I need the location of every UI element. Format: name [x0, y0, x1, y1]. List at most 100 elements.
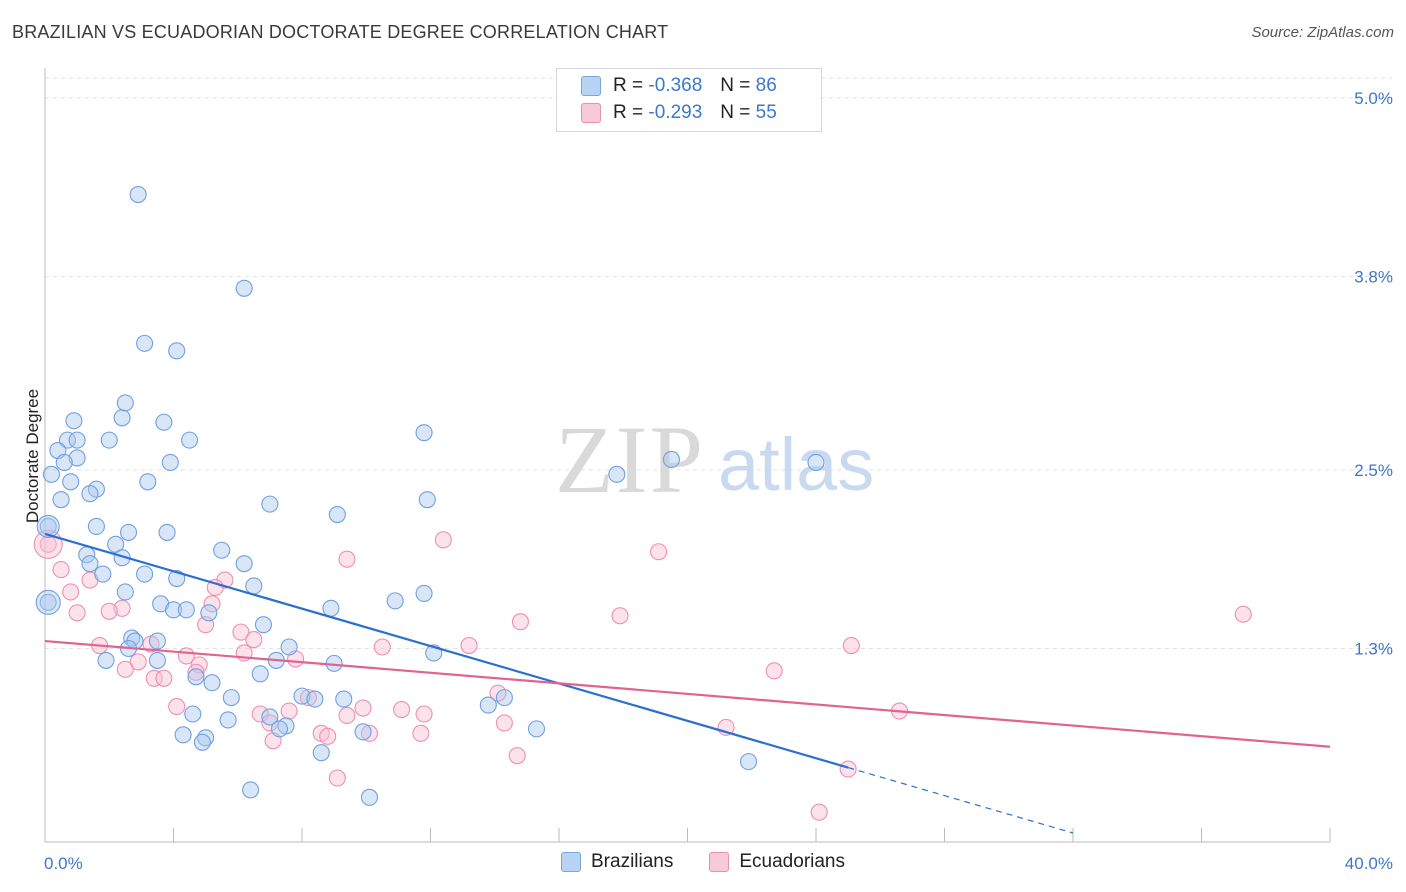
- brazilians-point: [360, 788, 379, 806]
- ecuadorians-point: [338, 706, 356, 725]
- brazilians-point: [739, 753, 758, 771]
- brazilians-point: [164, 601, 183, 619]
- brazilians-point: [81, 485, 99, 503]
- brazilians-points: [35, 185, 825, 806]
- r-label: R =: [613, 75, 644, 96]
- brazilians-point-large: [36, 514, 60, 538]
- brazilians-point: [174, 726, 192, 744]
- x-tick-label: 40.0%: [1345, 854, 1393, 873]
- brazilians-point: [139, 473, 157, 491]
- ecuadorians-points: [33, 529, 1252, 821]
- brazilians-point: [123, 629, 141, 647]
- source-label: Source: ZipAtlas.com: [1251, 24, 1394, 41]
- brazilians-point: [161, 453, 179, 471]
- legend-row-ecuadorians: R = -0.293 N = 55: [581, 101, 777, 125]
- ecuadorians-legend-swatch: [709, 852, 730, 872]
- ecuadorians-point: [338, 550, 356, 568]
- chart-title: BRAZILIAN VS ECUADORIAN DOCTORATE DEGREE…: [12, 22, 669, 42]
- brazilians-point: [187, 668, 205, 686]
- brazilians-point: [415, 424, 433, 442]
- brazilians-legend-label: Brazilians: [591, 851, 674, 872]
- brazilians-point: [113, 409, 131, 427]
- ecuadorians-point: [460, 636, 478, 655]
- brazilians-point: [55, 453, 73, 471]
- ecuadorians-point: [328, 769, 346, 787]
- ecuadorians-point: [299, 689, 317, 707]
- brazilians-point: [155, 413, 173, 431]
- brazilians-point: [158, 523, 176, 541]
- ecuadorians-point: [261, 714, 279, 732]
- brazilians-point: [280, 638, 298, 656]
- brazilians-point: [148, 651, 166, 669]
- brazilians-point: [184, 705, 202, 723]
- brazilians-point: [293, 687, 311, 705]
- brazilians-point: [177, 601, 195, 619]
- ecuadorians-point: [508, 747, 526, 765]
- brazilians-point: [235, 279, 253, 297]
- brazilians-n-value: 86: [755, 75, 777, 96]
- legend-row-brazilians: R = -0.368 N = 86: [581, 74, 777, 98]
- brazilians-point: [65, 412, 83, 430]
- ecuadorians-point: [245, 631, 263, 649]
- ecuadorians-point: [354, 699, 372, 717]
- brazilians-point: [129, 185, 147, 204]
- ecuadorians-swatch: [581, 103, 601, 123]
- ecuadorians-point: [611, 607, 629, 625]
- brazilians-point: [100, 431, 118, 449]
- ecuadorians-n-value: 55: [755, 102, 777, 123]
- brazilians-point: [495, 689, 513, 707]
- legend-item-brazilians[interactable]: Brazilians: [561, 851, 673, 873]
- ecuadorians-point: [412, 724, 430, 742]
- brazilians-trend-extension: [847, 767, 1074, 834]
- brazilians-point: [81, 555, 99, 573]
- brazilians-point: [328, 505, 346, 524]
- ecuadorians-point: [650, 543, 668, 561]
- brazilians-point: [242, 781, 260, 799]
- watermark-atlas: atlas: [718, 423, 874, 506]
- ecuadorians-point: [203, 595, 221, 613]
- brazilians-point: [97, 651, 115, 669]
- brazilians-point: [200, 604, 218, 622]
- ecuadorians-point: [810, 803, 828, 821]
- brazilians-point: [62, 473, 80, 491]
- ecuadorians-point: [842, 636, 860, 655]
- y-tick-label: 3.8%: [1354, 267, 1393, 286]
- brazilians-point: [251, 665, 269, 683]
- brazilians-point: [418, 491, 436, 509]
- ecuadorians-point: [765, 662, 783, 680]
- brazilians-point: [116, 394, 134, 412]
- brazilians-point: [68, 449, 86, 467]
- tick-labels: 1.3% 2.5% 3.8% 5.0% 0.0% 40.0%: [44, 89, 1393, 873]
- y-tick-label: 1.3%: [1354, 640, 1393, 659]
- r-label: R =: [613, 102, 644, 123]
- brazilians-point: [527, 720, 546, 738]
- ecuadorians-point: [511, 613, 530, 631]
- brazilians-point: [136, 334, 154, 352]
- trend-lines: [44, 532, 1331, 834]
- brazilians-point: [335, 690, 353, 708]
- ecuadorians-point: [62, 583, 80, 601]
- brazilians-point: [322, 599, 340, 617]
- y-tick-label: 2.5%: [1354, 461, 1393, 480]
- series-legend: Brazilians Ecuadorians: [0, 851, 1406, 873]
- axes: [44, 68, 1331, 843]
- ecuadorians-point: [280, 702, 298, 720]
- brazilians-swatch: [581, 76, 601, 96]
- ecuadorians-point: [100, 602, 118, 620]
- brazilians-point: [203, 674, 221, 692]
- brazilians-point: [213, 541, 231, 559]
- brazilians-point: [193, 733, 211, 751]
- ecuadorians-point: [434, 531, 452, 549]
- ecuadorians-point: [319, 727, 337, 745]
- ecuadorians-point: [232, 623, 250, 641]
- ecuadorians-point: [187, 663, 205, 681]
- legend-item-ecuadorians[interactable]: Ecuadorians: [709, 851, 845, 873]
- ecuadorians-point: [393, 700, 411, 719]
- n-label: N =: [720, 75, 751, 96]
- brazilians-point: [662, 450, 680, 469]
- n-label: N =: [720, 102, 751, 123]
- brazilians-point: [386, 592, 404, 610]
- brazilians-trend-line: [44, 532, 849, 769]
- brazilians-point: [261, 708, 279, 726]
- ecuadorians-point: [116, 660, 134, 678]
